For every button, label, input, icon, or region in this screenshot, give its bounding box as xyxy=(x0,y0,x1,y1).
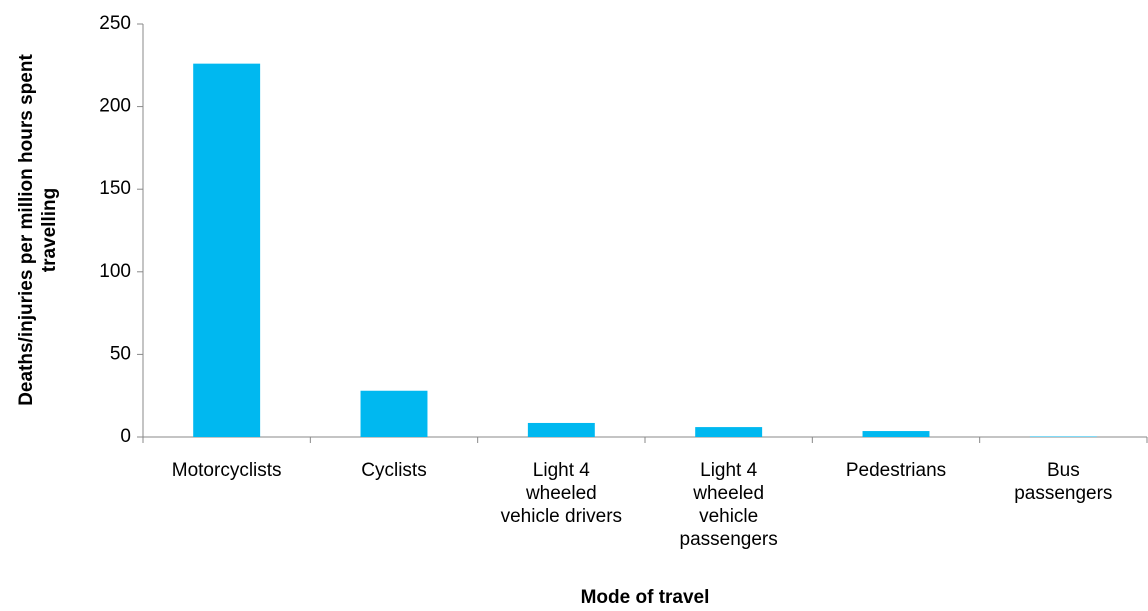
x-axis-title: Mode of travel xyxy=(580,587,710,608)
x-tick-label: Motorcyclists xyxy=(171,460,282,481)
y-tick-label: 150 xyxy=(99,178,131,199)
bar xyxy=(527,422,595,437)
x-tick-label: Bus passengers xyxy=(1014,460,1113,504)
y-axis-title: Deaths/injuries per million hours spent … xyxy=(16,54,60,406)
y-tick-label: 100 xyxy=(99,261,131,282)
y-tick-label: 0 xyxy=(120,426,131,447)
bar xyxy=(193,63,261,437)
x-tick-label: Light 4 wheeled vehicle drivers xyxy=(500,460,623,527)
bar xyxy=(862,431,930,437)
bar xyxy=(360,390,428,437)
bar xyxy=(695,427,763,437)
y-tick-label: 250 xyxy=(99,13,131,34)
x-tick-label: Cyclists xyxy=(361,460,427,481)
y-tick-label: 200 xyxy=(99,96,131,117)
x-tick-label: Pedestrians xyxy=(845,460,947,481)
y-tick-label: 50 xyxy=(110,343,131,364)
x-tick-label: Light 4 wheeled vehicle passengers xyxy=(679,460,778,550)
